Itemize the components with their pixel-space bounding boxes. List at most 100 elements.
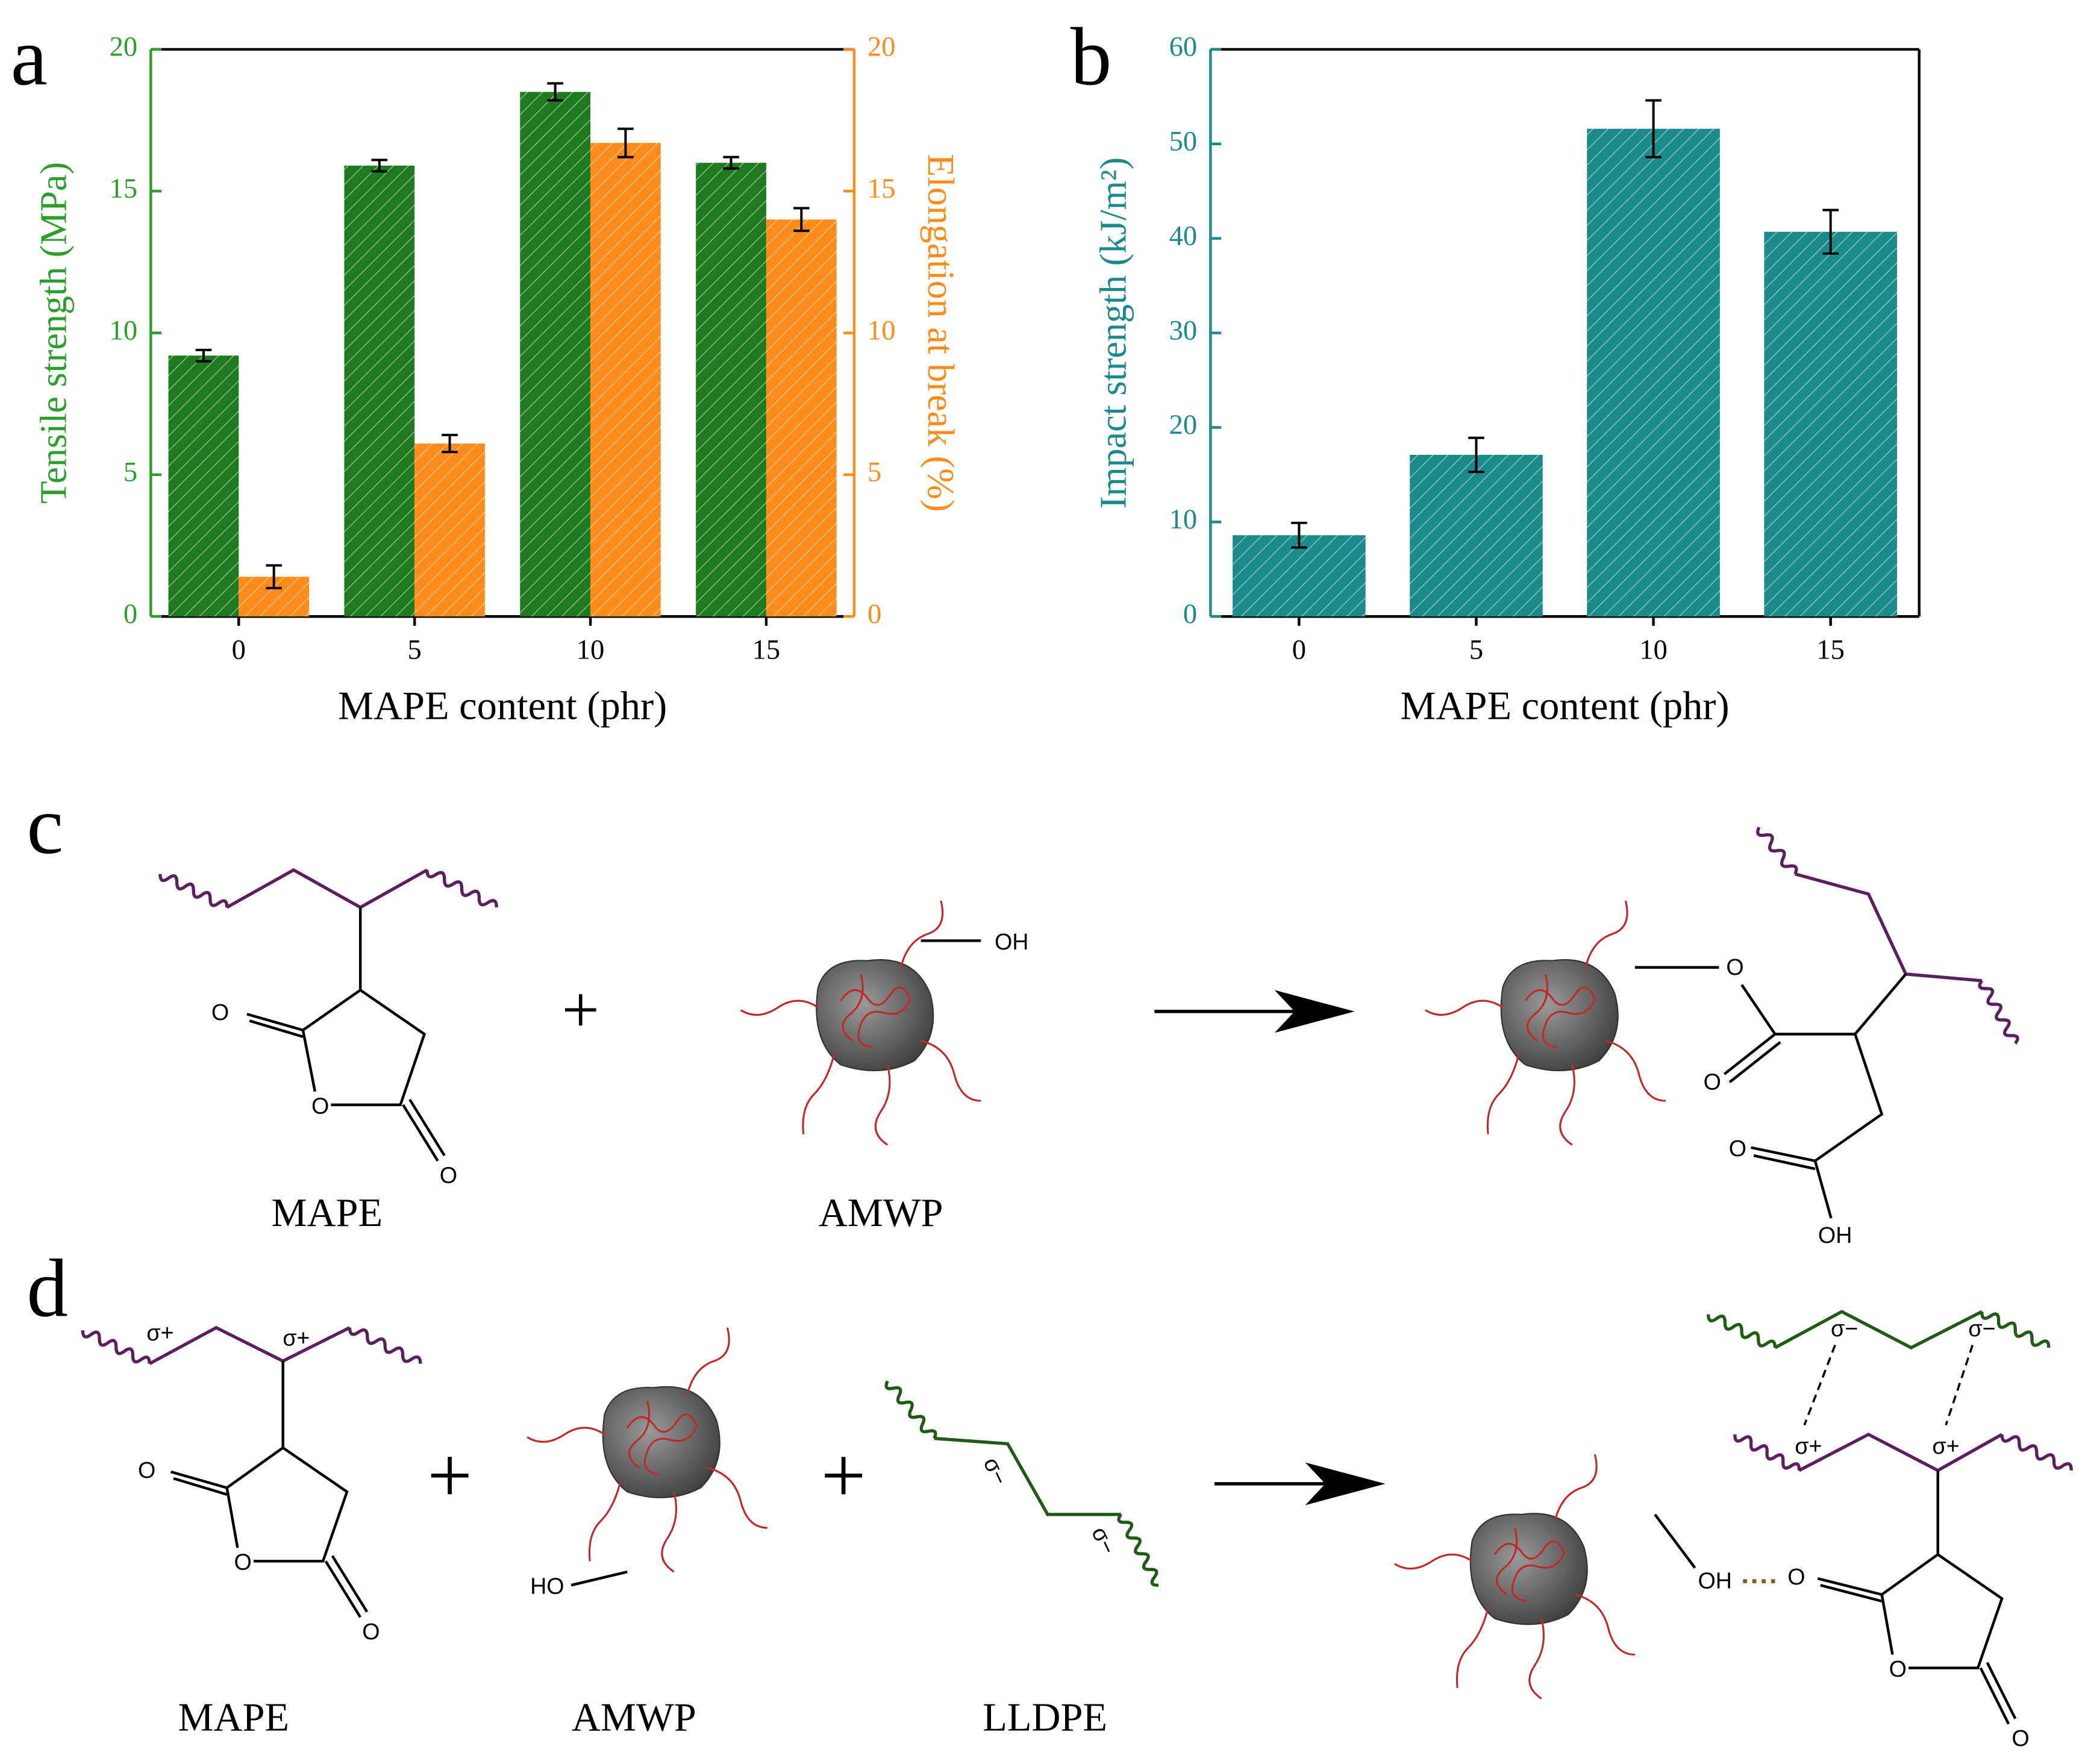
atom: OH bbox=[995, 929, 1028, 954]
x-tick-label: 5 bbox=[408, 635, 422, 666]
atom: O bbox=[234, 1550, 252, 1575]
bar bbox=[168, 355, 239, 617]
error-bar bbox=[266, 564, 282, 590]
backbone bbox=[226, 868, 428, 910]
chain-end bbox=[1707, 1314, 1777, 1348]
chain-end bbox=[348, 1327, 422, 1364]
error-bar bbox=[1468, 436, 1484, 474]
bar bbox=[414, 443, 485, 617]
atom: OH bbox=[1818, 1222, 1852, 1248]
panel-label: b bbox=[1071, 11, 1112, 102]
y2-tick-label: 10 bbox=[868, 315, 896, 346]
atom: O bbox=[138, 1457, 155, 1483]
bar bbox=[590, 143, 661, 617]
atom: O bbox=[211, 999, 229, 1025]
ring bbox=[1817, 1470, 2017, 1725]
atom: O bbox=[2012, 1725, 2029, 1751]
atom: HO bbox=[530, 1574, 564, 1599]
atom: O bbox=[1889, 1656, 1907, 1681]
atom: O bbox=[440, 1162, 457, 1187]
arrow-head bbox=[1305, 1462, 1386, 1506]
y-tick-label: 0 bbox=[123, 599, 137, 630]
chain-end bbox=[884, 1380, 937, 1439]
x-tick-label: 15 bbox=[752, 635, 781, 666]
atom: O bbox=[311, 1093, 329, 1118]
bar bbox=[344, 165, 415, 617]
y-tick-label: 15 bbox=[110, 174, 138, 204]
plus: + bbox=[561, 972, 599, 1046]
plus: + bbox=[427, 1431, 472, 1519]
x-tick-label: 5 bbox=[1469, 635, 1483, 666]
y-tick-label: 10 bbox=[1169, 504, 1198, 535]
atom: O bbox=[1704, 1069, 1721, 1094]
error-bar bbox=[793, 207, 810, 233]
scheme-d: d σ+ σ+ O O O + HO + σ− σ− OH σ− σ− σ+ σ… bbox=[27, 1242, 2073, 1751]
x-tick-label: 0 bbox=[1292, 635, 1306, 666]
panel-label: c bbox=[27, 780, 63, 871]
error-bar bbox=[1645, 99, 1662, 158]
y-tick-label: 0 bbox=[1183, 599, 1197, 630]
error-bar bbox=[442, 434, 458, 454]
panel-label: a bbox=[11, 11, 48, 102]
y-tick-label: 30 bbox=[1169, 315, 1198, 346]
atom: OH bbox=[1698, 1568, 1732, 1594]
error-bar bbox=[723, 155, 739, 170]
error-bar bbox=[195, 348, 212, 363]
y2-tick-label: 5 bbox=[868, 457, 881, 488]
bar bbox=[1587, 128, 1720, 617]
ring bbox=[246, 907, 446, 1162]
x-tick-label: 15 bbox=[1816, 635, 1845, 666]
y-axis-label: Impact strength (kJ/m²) bbox=[1093, 157, 1134, 508]
particle bbox=[739, 899, 982, 1146]
y2-tick-label: 15 bbox=[868, 174, 896, 204]
backbone bbox=[1794, 872, 1983, 983]
chain-end bbox=[2000, 1434, 2073, 1471]
x-tick-label: 0 bbox=[232, 635, 246, 666]
bar bbox=[766, 219, 837, 617]
arrow-head bbox=[1274, 990, 1355, 1033]
x-tick-label: 10 bbox=[1639, 635, 1668, 666]
chain-end bbox=[1980, 1312, 2051, 1348]
error-bar bbox=[547, 82, 563, 102]
y-tick-label: 50 bbox=[1169, 127, 1198, 157]
y-tick-label: 5 bbox=[123, 457, 137, 488]
y-tick-label: 10 bbox=[110, 315, 138, 346]
y2-tick-label: 20 bbox=[868, 32, 896, 63]
error-bar bbox=[1822, 208, 1839, 255]
chain-end bbox=[1756, 827, 1798, 875]
charge: σ− bbox=[1087, 1522, 1121, 1558]
chain-end bbox=[425, 869, 498, 908]
particle bbox=[526, 1327, 769, 1573]
caption: LLDPE bbox=[983, 1695, 1107, 1739]
bar bbox=[696, 163, 766, 617]
charge: σ− bbox=[1968, 1316, 1995, 1341]
y-tick-label: 40 bbox=[1169, 220, 1198, 251]
interaction bbox=[1803, 1344, 1974, 1426]
x-axis-label: MAPE content (phr) bbox=[1400, 684, 1729, 728]
caption: MAPE bbox=[271, 1191, 383, 1235]
charge: σ− bbox=[979, 1453, 1013, 1489]
error-bar bbox=[1291, 521, 1307, 549]
y-tick-label: 20 bbox=[110, 32, 138, 63]
charge: σ+ bbox=[1932, 1433, 1959, 1459]
charge: σ+ bbox=[146, 1320, 174, 1345]
chain-end bbox=[81, 1330, 151, 1364]
caption: AMWP bbox=[572, 1695, 696, 1739]
backbone bbox=[1798, 1432, 2003, 1472]
y2-tick-label: 0 bbox=[868, 599, 881, 630]
y-axis-label: Tensile strength (MPa) bbox=[33, 162, 74, 504]
bar bbox=[1764, 231, 1897, 617]
x-tick-label: 10 bbox=[577, 635, 605, 666]
bar bbox=[520, 92, 591, 617]
bonds bbox=[1723, 973, 1907, 1219]
particle bbox=[1393, 1453, 1636, 1700]
ring bbox=[170, 1361, 369, 1618]
atom: O bbox=[1729, 1136, 1746, 1161]
x-axis-label: MAPE content (phr) bbox=[338, 684, 667, 728]
error-bar bbox=[371, 158, 388, 173]
caption: MAPE bbox=[178, 1695, 289, 1739]
error-bar bbox=[617, 127, 634, 158]
particle bbox=[1424, 899, 1667, 1146]
y-tick-label: 20 bbox=[1169, 410, 1198, 440]
